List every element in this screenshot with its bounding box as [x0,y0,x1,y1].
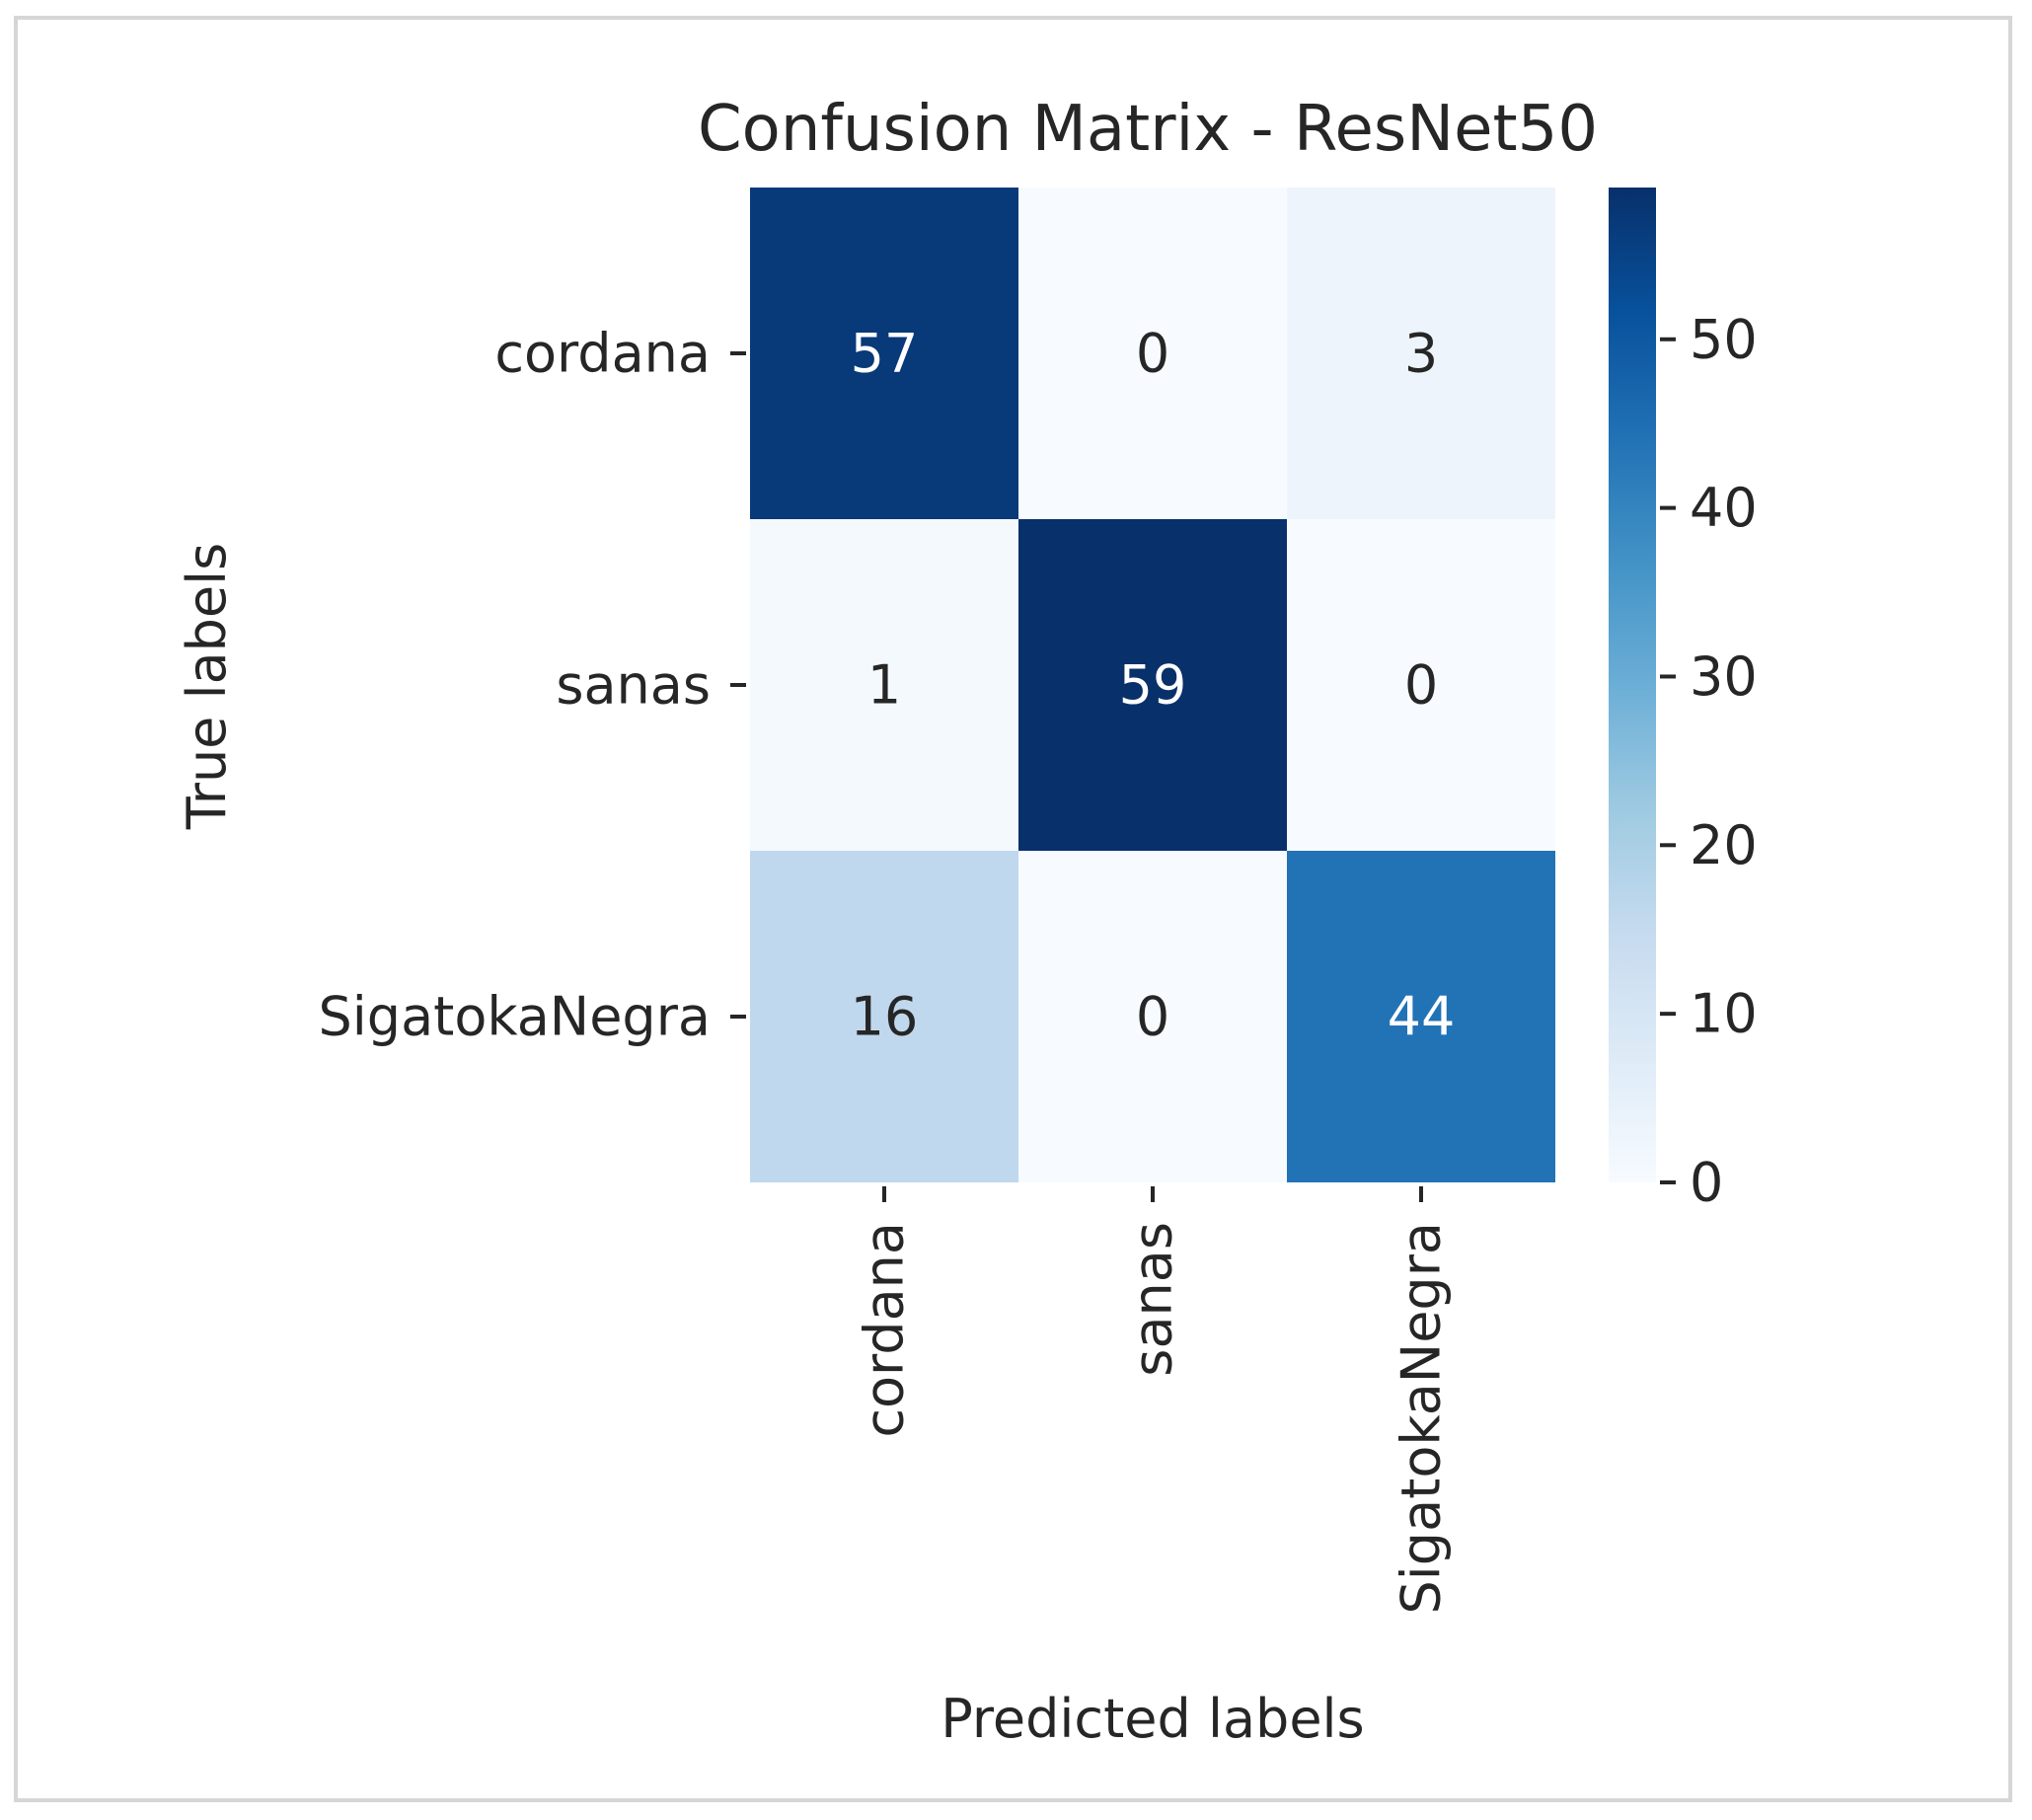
cell-value-1-2: 0 [1404,654,1438,717]
cell-value-0-2: 3 [1404,323,1438,385]
colorbar-ticks: 0 10 20 30 40 50 [1660,308,1758,1214]
x-tick-label: cordana [854,1222,916,1438]
chart-title: Confusion Matrix - ResNet50 [698,93,1598,166]
x-axis-label: Predicted labels [941,1688,1364,1750]
heatmap-cell-0-1 [1018,188,1287,519]
heatmap-cell-2-2 [1287,851,1555,1182]
cell-value-2-2: 44 [1388,986,1456,1048]
cell-value-1-0: 1 [867,654,901,717]
y-axis-label: True labels [176,543,238,831]
y-axis-ticks: cordana sanas SigatokaNegra [319,323,746,1048]
colorbar-tick-label: 0 [1690,1152,1723,1214]
x-tick-label: sanas [1122,1222,1184,1377]
heatmap-cell-2-0 [750,851,1018,1182]
colorbar-tick-label: 20 [1690,814,1758,876]
cell-annotations: 57 0 3 1 59 0 16 0 44 [851,323,1456,1048]
heatmap-cell-0-2 [1287,188,1555,519]
colorbar-tick-label: 50 [1690,308,1758,370]
colorbar-tick-label: 10 [1690,983,1758,1045]
heatmap-cell-2-1 [1018,851,1287,1182]
x-axis-ticks: cordana sanas SigatokaNegra [854,1186,1453,1614]
cell-value-2-1: 0 [1136,986,1169,1048]
colorbar-tick-label: 30 [1690,645,1758,708]
cell-value-0-1: 0 [1136,323,1169,385]
heatmap-cell-1-0 [750,519,1018,851]
heatmap-cell-0-0 [750,188,1018,519]
cell-value-0-0: 57 [851,323,919,385]
y-tick-label: sanas [556,654,711,717]
colorbar [1609,188,1656,1182]
heatmap-cell-1-2 [1287,519,1555,851]
colorbar-tick-label: 40 [1690,477,1758,539]
y-tick-label: SigatokaNegra [319,986,711,1048]
heatmap-cells [750,188,1555,1182]
heatmap-cell-1-1 [1018,519,1287,851]
cell-value-2-0: 16 [851,986,919,1048]
y-tick-label: cordana [494,323,711,385]
x-tick-label: SigatokaNegra [1391,1222,1453,1614]
cell-value-1-1: 59 [1119,654,1187,717]
